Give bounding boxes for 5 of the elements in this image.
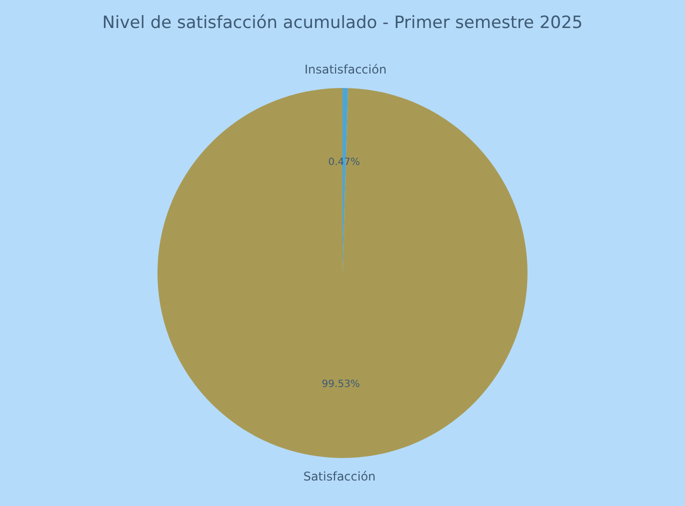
data-label: 99.53%: [322, 378, 360, 390]
chart-title: Nivel de satisfacción acumulado - Primer semestre 2025: [102, 13, 583, 33]
slice-label: Insatisfacción: [304, 62, 387, 77]
slice-label: Satisfacción: [303, 469, 376, 484]
pie-slice: [158, 88, 528, 458]
